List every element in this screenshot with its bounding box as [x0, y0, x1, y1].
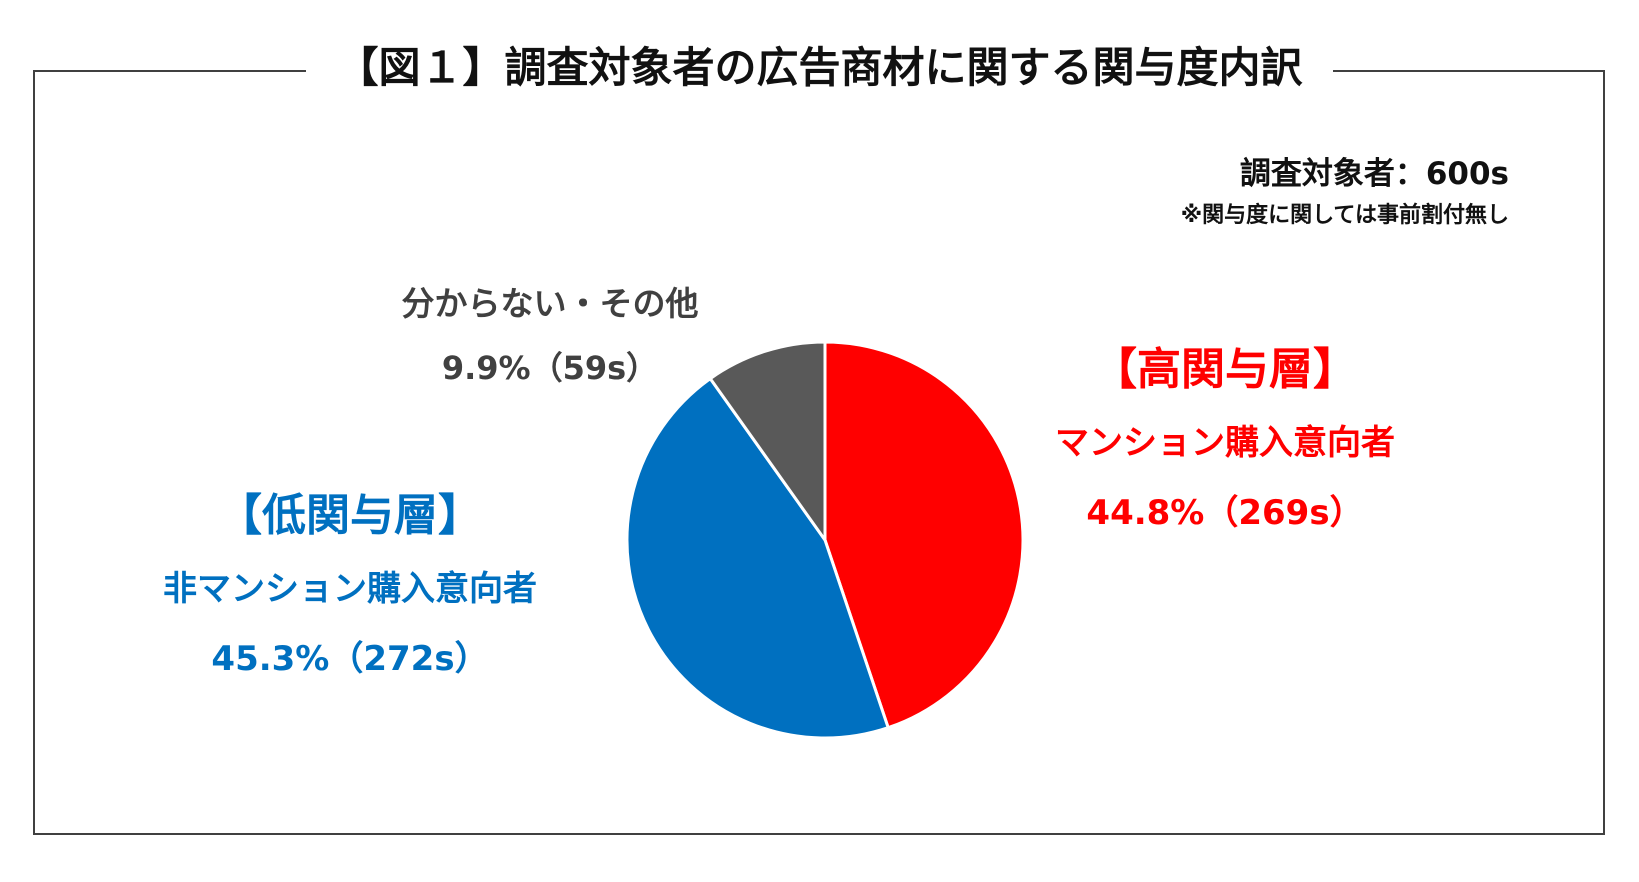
pie-slice-other — [708, 340, 827, 542]
low-slice-name: 非マンション購入意向者 — [163, 569, 537, 609]
sample-size-label: 調査対象者：600s — [1239, 156, 1509, 192]
high-label-block: 【高関与層】 マンション購入意向者 44.8%（269s） — [1000, 342, 1450, 536]
pie-slice-high — [823, 340, 1025, 730]
chart-title: 【図１】調査対象者の広告商材に関する関与度内訳 — [306, 43, 1333, 92]
low-label-block: 【低関与層】 非マンション購入意向者 45.3%（272s） — [100, 488, 600, 682]
high-slice-name: マンション購入意向者 — [1055, 423, 1395, 463]
low-slice-group: 【低関与層】 — [218, 490, 482, 541]
chart-title-wrapper: 【図１】調査対象者の広告商材に関する関与度内訳 — [0, 38, 1639, 98]
low-slice-value: 45.3%（272s） — [211, 639, 489, 679]
other-slice-value: 9.9%（59s） — [441, 349, 659, 387]
high-slice-value: 44.8%（269s） — [1086, 493, 1364, 533]
high-slice-group: 【高関与層】 — [1093, 344, 1357, 395]
other-label-block: 分からない・その他 9.9%（59s） — [330, 282, 770, 390]
allocation-note: ※関与度に関しては事前割付無し — [1180, 203, 1509, 228]
other-slice-name: 分からない・その他 — [401, 284, 699, 323]
pie-slice-low — [625, 377, 890, 740]
pie-chart — [625, 340, 1025, 740]
